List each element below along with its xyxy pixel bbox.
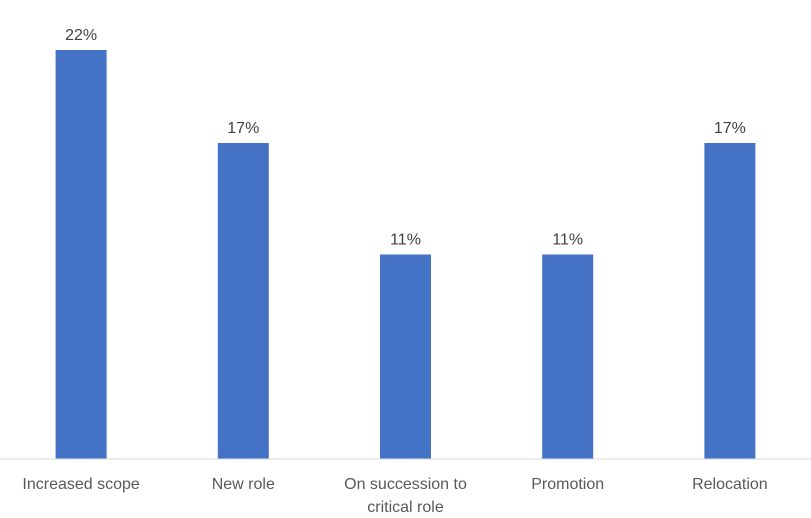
x-tick-label-2: On succession to critical role — [344, 476, 467, 516]
data-label-4: 17% — [714, 120, 746, 137]
x-tick-label-2-line-0: On succession to — [344, 476, 467, 493]
x-tick-label-3: Promotion — [531, 476, 604, 493]
bars-layer — [55, 50, 756, 459]
x-tick-label-1-line-0: New role — [212, 476, 275, 493]
x-tick-label-3-line-0: Promotion — [531, 476, 604, 493]
x-tick-label-0: Increased scope — [22, 476, 140, 493]
data-label-3: 11% — [552, 232, 583, 249]
x-tick-label-2-line-1: critical role — [367, 499, 444, 516]
bar-3 — [542, 254, 594, 459]
bar-1 — [217, 143, 269, 459]
x-tick-label-0-line-0: Increased scope — [22, 476, 140, 493]
x-tick-labels-layer: Increased scope New role On succession to c… — [22, 476, 767, 516]
x-tick-label-4: Relocation — [692, 476, 768, 493]
bar-0 — [55, 50, 107, 459]
bar-2 — [380, 254, 431, 459]
bar-4 — [704, 143, 756, 459]
x-tick-label-1: New role — [212, 476, 275, 493]
data-labels-layer: 22% 17% 11% 11% 17% — [65, 27, 746, 249]
x-tick-label-4-line-0: Relocation — [692, 476, 768, 493]
data-label-2: 11% — [390, 232, 421, 249]
data-label-0: 22% — [65, 27, 97, 44]
data-label-1: 17% — [227, 120, 259, 137]
